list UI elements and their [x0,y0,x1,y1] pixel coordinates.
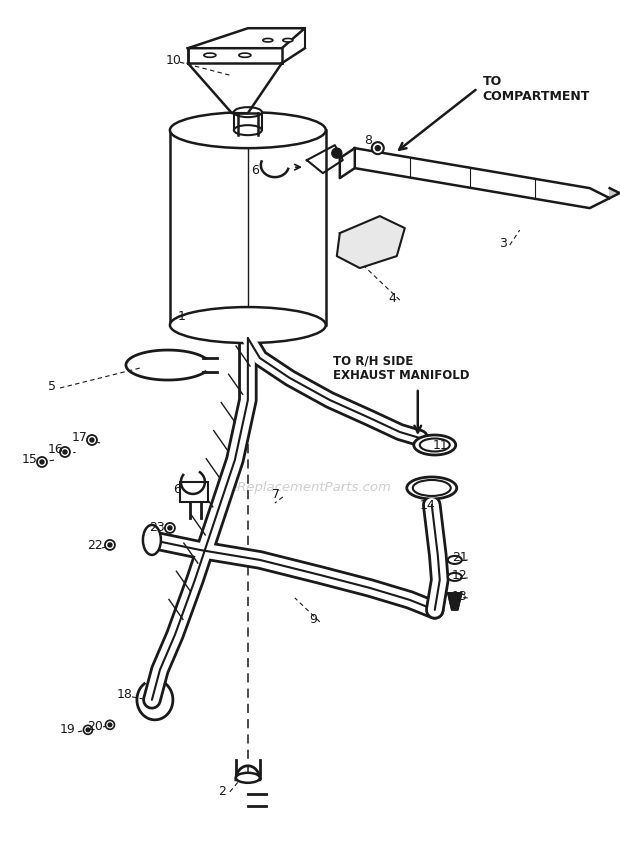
Text: 13: 13 [452,591,467,604]
Text: 3: 3 [499,236,507,250]
Circle shape [40,460,44,464]
Ellipse shape [420,439,449,451]
Text: 23: 23 [149,521,165,535]
Polygon shape [448,593,462,610]
Ellipse shape [236,773,260,783]
Circle shape [90,438,94,442]
Text: TO R/H SIDE
EXHAUST MANIFOLD: TO R/H SIDE EXHAUST MANIFOLD [333,354,469,382]
Circle shape [375,145,380,150]
Ellipse shape [239,53,251,57]
Ellipse shape [448,556,462,564]
Text: 5: 5 [48,379,56,393]
Ellipse shape [448,573,462,581]
Bar [180,482,208,502]
Text: 20: 20 [87,720,103,734]
Text: 17: 17 [72,432,88,445]
Circle shape [63,450,67,454]
Text: 1: 1 [178,309,186,322]
Circle shape [60,447,70,457]
Text: 8: 8 [364,133,372,147]
Text: 9: 9 [309,614,317,626]
Text: 6: 6 [251,164,259,177]
Text: 2: 2 [218,785,226,798]
Text: 6: 6 [173,484,181,496]
Circle shape [105,540,115,550]
Text: 10: 10 [166,54,182,66]
Polygon shape [337,216,405,268]
Text: 21: 21 [452,552,467,564]
Circle shape [165,523,175,533]
Text: 4: 4 [389,292,397,304]
Text: 14: 14 [420,500,436,513]
Text: eReplacementParts.com: eReplacementParts.com [229,481,391,495]
Text: TO
COMPARTMENT: TO COMPARTMENT [483,75,590,103]
Text: 12: 12 [452,570,467,582]
Text: 7: 7 [272,489,280,501]
Polygon shape [609,188,619,198]
Circle shape [168,526,172,530]
Polygon shape [355,148,609,208]
Ellipse shape [170,112,326,148]
Circle shape [37,457,47,467]
Text: 11: 11 [433,439,449,452]
Ellipse shape [263,38,273,42]
Circle shape [105,720,115,729]
Text: 19: 19 [60,723,76,736]
Circle shape [86,728,90,732]
Text: 15: 15 [22,454,38,467]
Circle shape [108,723,112,727]
Ellipse shape [170,307,326,343]
Circle shape [372,142,384,154]
Ellipse shape [413,480,451,496]
Bar [170,130,326,325]
Circle shape [87,435,97,445]
Ellipse shape [407,477,457,499]
Ellipse shape [414,435,456,455]
Text: 18: 18 [117,688,133,701]
Text: 22: 22 [87,540,103,552]
Ellipse shape [234,125,262,135]
Circle shape [108,543,112,547]
Circle shape [332,148,342,158]
Text: 16: 16 [48,444,64,456]
Ellipse shape [283,38,293,42]
Ellipse shape [143,525,161,555]
Circle shape [84,725,92,734]
Ellipse shape [234,107,262,117]
Ellipse shape [204,53,216,57]
Polygon shape [340,148,355,178]
